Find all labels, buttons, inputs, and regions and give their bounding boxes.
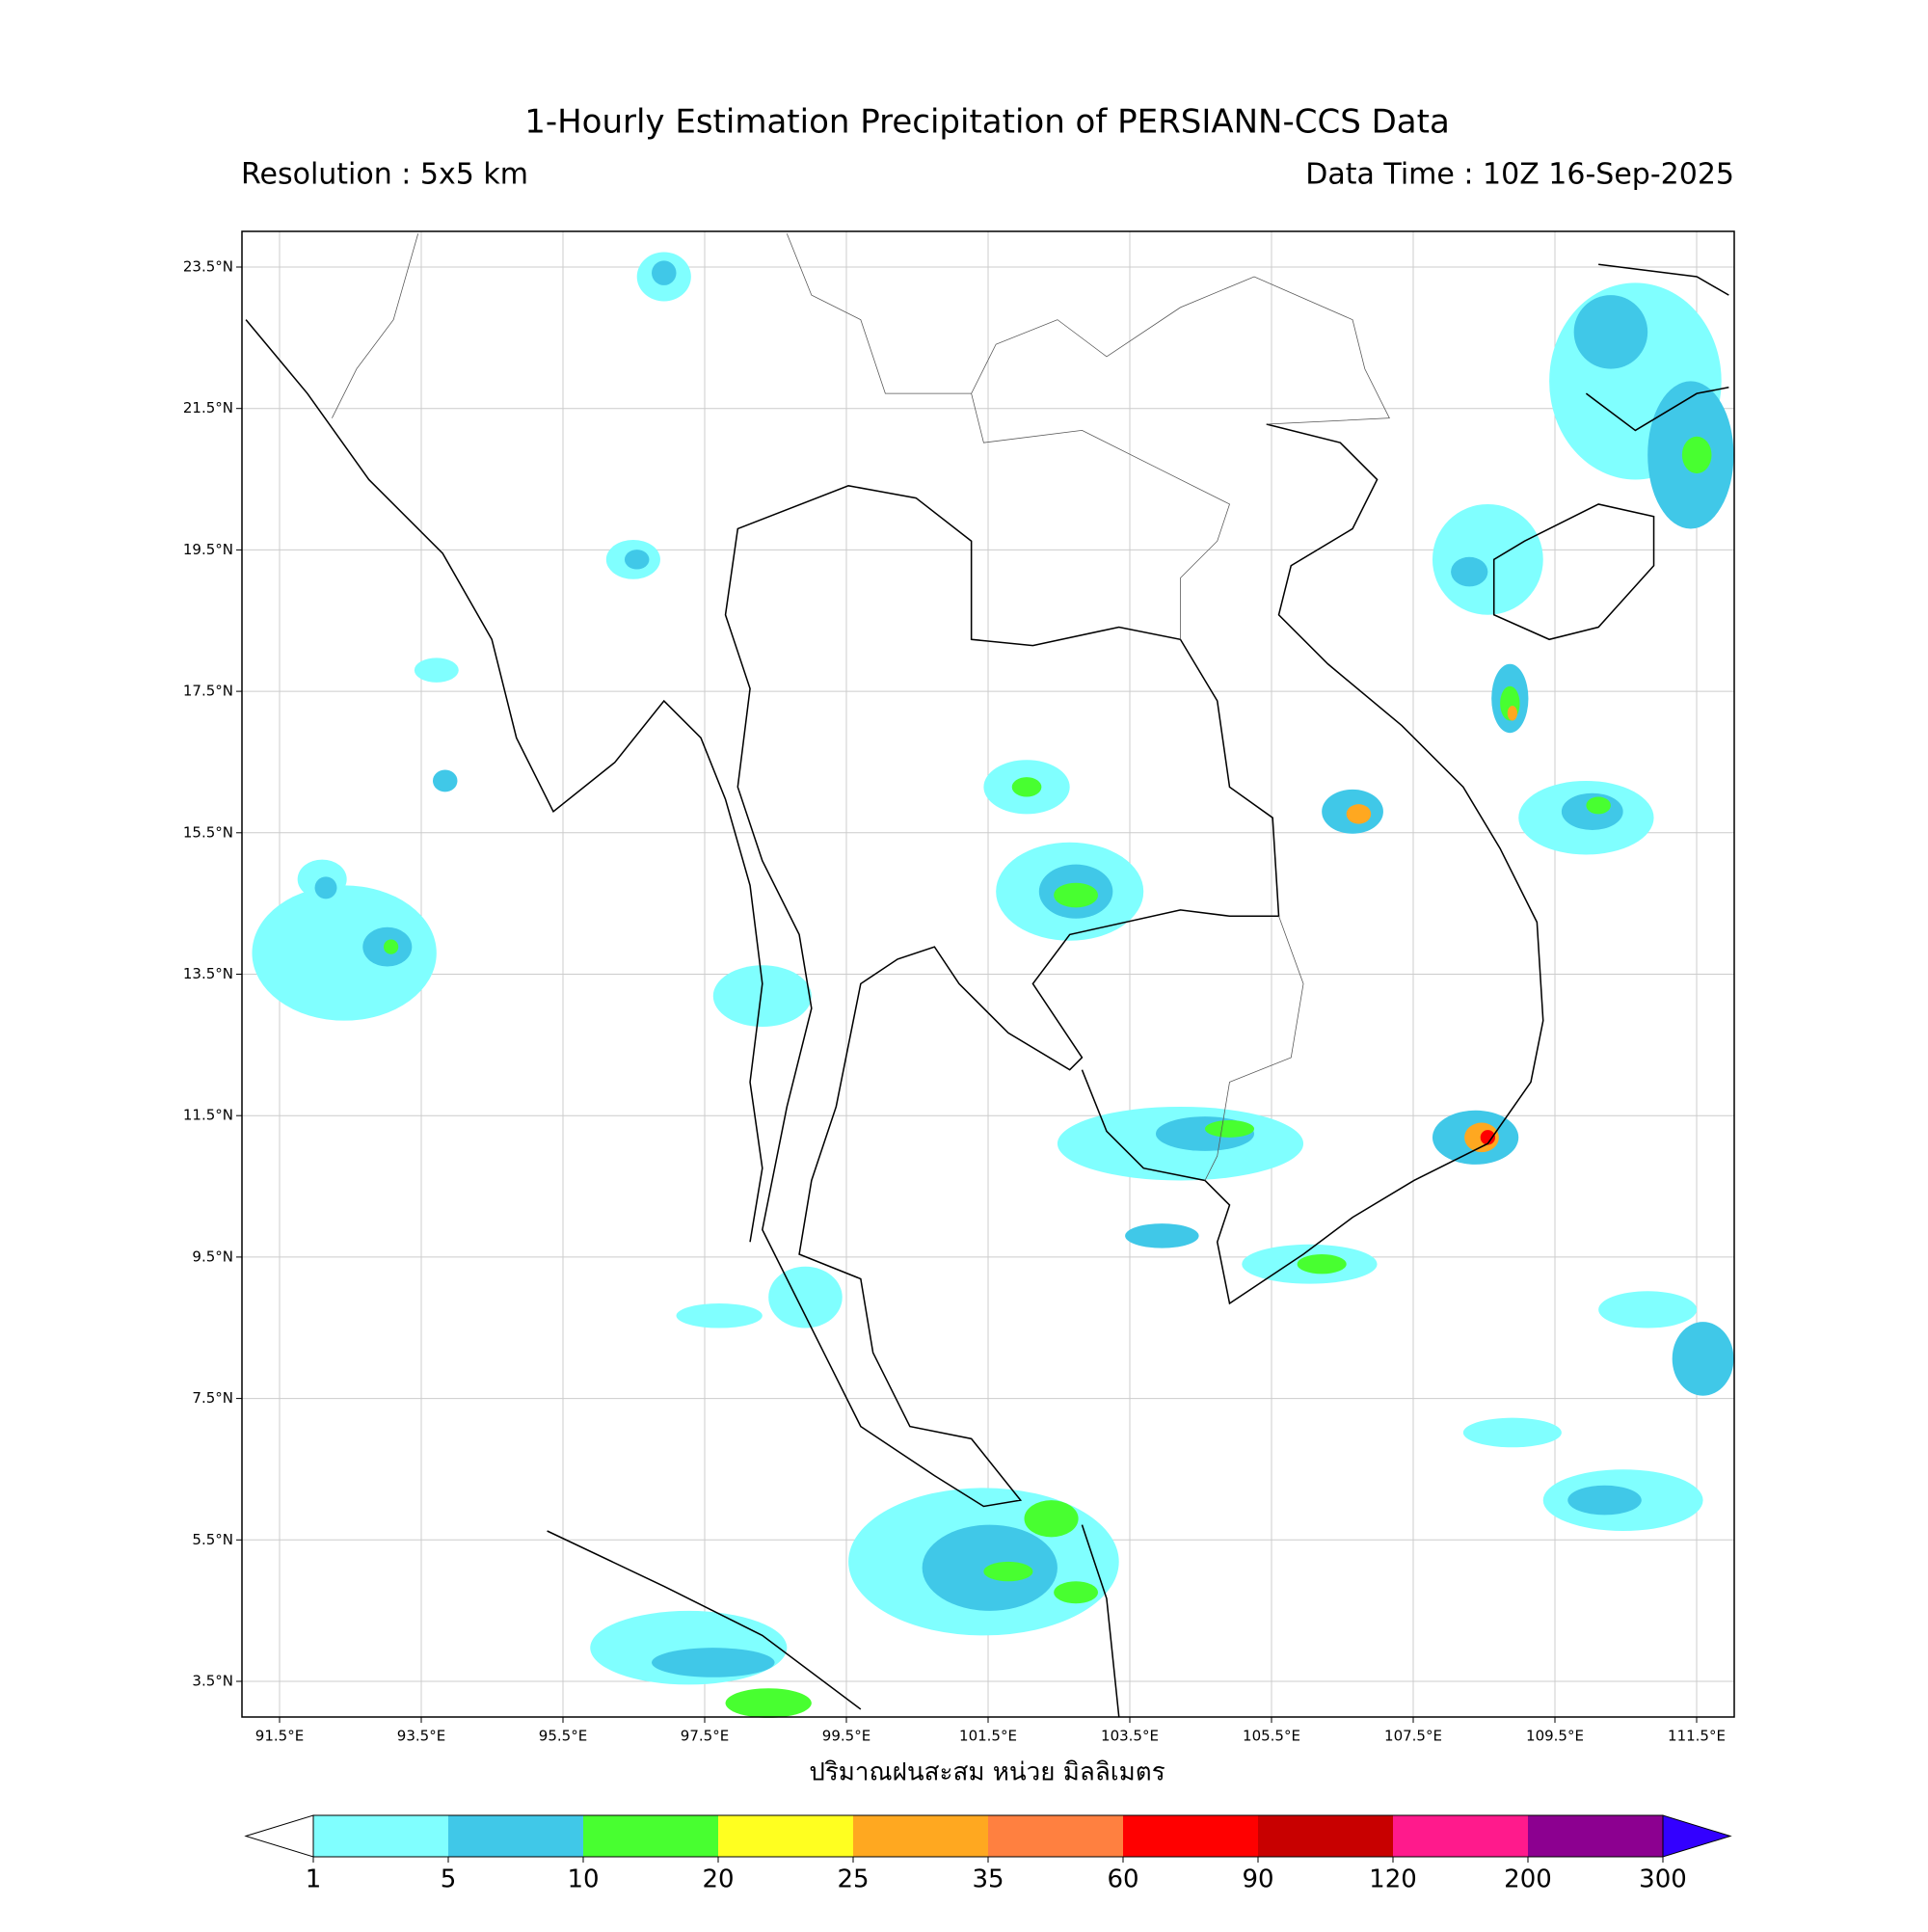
map-features [245, 233, 1734, 1718]
data-time: Data Time : 10Z 16-Sep-2025 [1305, 158, 1734, 192]
lon-label: 107.5°E [1384, 1728, 1442, 1745]
colorbar-label: 35 [972, 1865, 1004, 1894]
lon-label: 105.5°E [1243, 1728, 1300, 1745]
colorbar-label: 120 [1369, 1865, 1417, 1894]
lat-label: 3.5°N [192, 1673, 233, 1690]
lat-label: 17.5°N [183, 683, 233, 700]
colorbar-bin [1123, 1815, 1258, 1857]
colorbar-label: 300 [1639, 1865, 1687, 1894]
lat-label: 21.5°N [183, 399, 233, 416]
lon-label: 101.5°E [959, 1728, 1017, 1745]
colorbar-label: 200 [1504, 1865, 1552, 1894]
colorbar-label: 1 [306, 1865, 322, 1894]
borders [332, 233, 1390, 1181]
lon-label: 109.5°E [1526, 1728, 1584, 1745]
colorbar-label: 10 [567, 1865, 599, 1894]
colorbar-bin [1258, 1815, 1393, 1857]
lon-label: 99.5°E [822, 1728, 870, 1745]
lat-label: 19.5°N [183, 541, 233, 558]
map-frame [241, 230, 1735, 1718]
lat-label: 5.5°N [192, 1531, 233, 1548]
lon-label: 103.5°E [1101, 1728, 1159, 1745]
colorbar-bin [1528, 1815, 1663, 1857]
lat-label: 15.5°N [183, 823, 233, 841]
lat-label: 7.5°N [192, 1389, 233, 1407]
rain-areas [252, 252, 1734, 1718]
colorbar-bin [718, 1815, 853, 1857]
coastlines [245, 263, 1729, 1717]
colorbar-over [1662, 1814, 1732, 1858]
lon-label: 93.5°E [397, 1728, 445, 1745]
lon-label: 91.5°E [255, 1728, 304, 1745]
lat-label: 9.5°N [192, 1248, 233, 1265]
lon-label: 95.5°E [539, 1728, 587, 1745]
title: 1-Hourly Estimation Precipitation of PER… [524, 103, 1450, 142]
colorbar-label: 25 [837, 1865, 869, 1894]
lat-label: 13.5°N [183, 965, 233, 982]
colorbar-label: 60 [1107, 1865, 1138, 1894]
lon-label: 111.5°E [1668, 1728, 1726, 1745]
colorbar-bin [313, 1815, 448, 1857]
colorbar-bin [448, 1815, 583, 1857]
colorbar-bin [988, 1815, 1123, 1857]
colorbar: 1 5 10 20 25 35 60 90 120 200 300 [244, 1814, 1732, 1894]
colorbar-label: 5 [441, 1865, 457, 1894]
colorbar-bin [853, 1815, 988, 1857]
colorbar-label: 90 [1242, 1865, 1273, 1894]
colorbar-label: 20 [702, 1865, 734, 1894]
x-label: ปริมาณฝนสะสม หน่วย มิลลิเมตร [809, 1758, 1165, 1787]
resolution: Resolution : 5x5 km [241, 158, 528, 192]
lat-label: 11.5°N [183, 1107, 233, 1124]
colorbar-bin [1393, 1815, 1528, 1857]
colorbar-under [244, 1814, 314, 1858]
colorbar-bin [583, 1815, 718, 1857]
lat-label: 23.5°N [183, 258, 233, 276]
lon-label: 97.5°E [681, 1728, 729, 1745]
